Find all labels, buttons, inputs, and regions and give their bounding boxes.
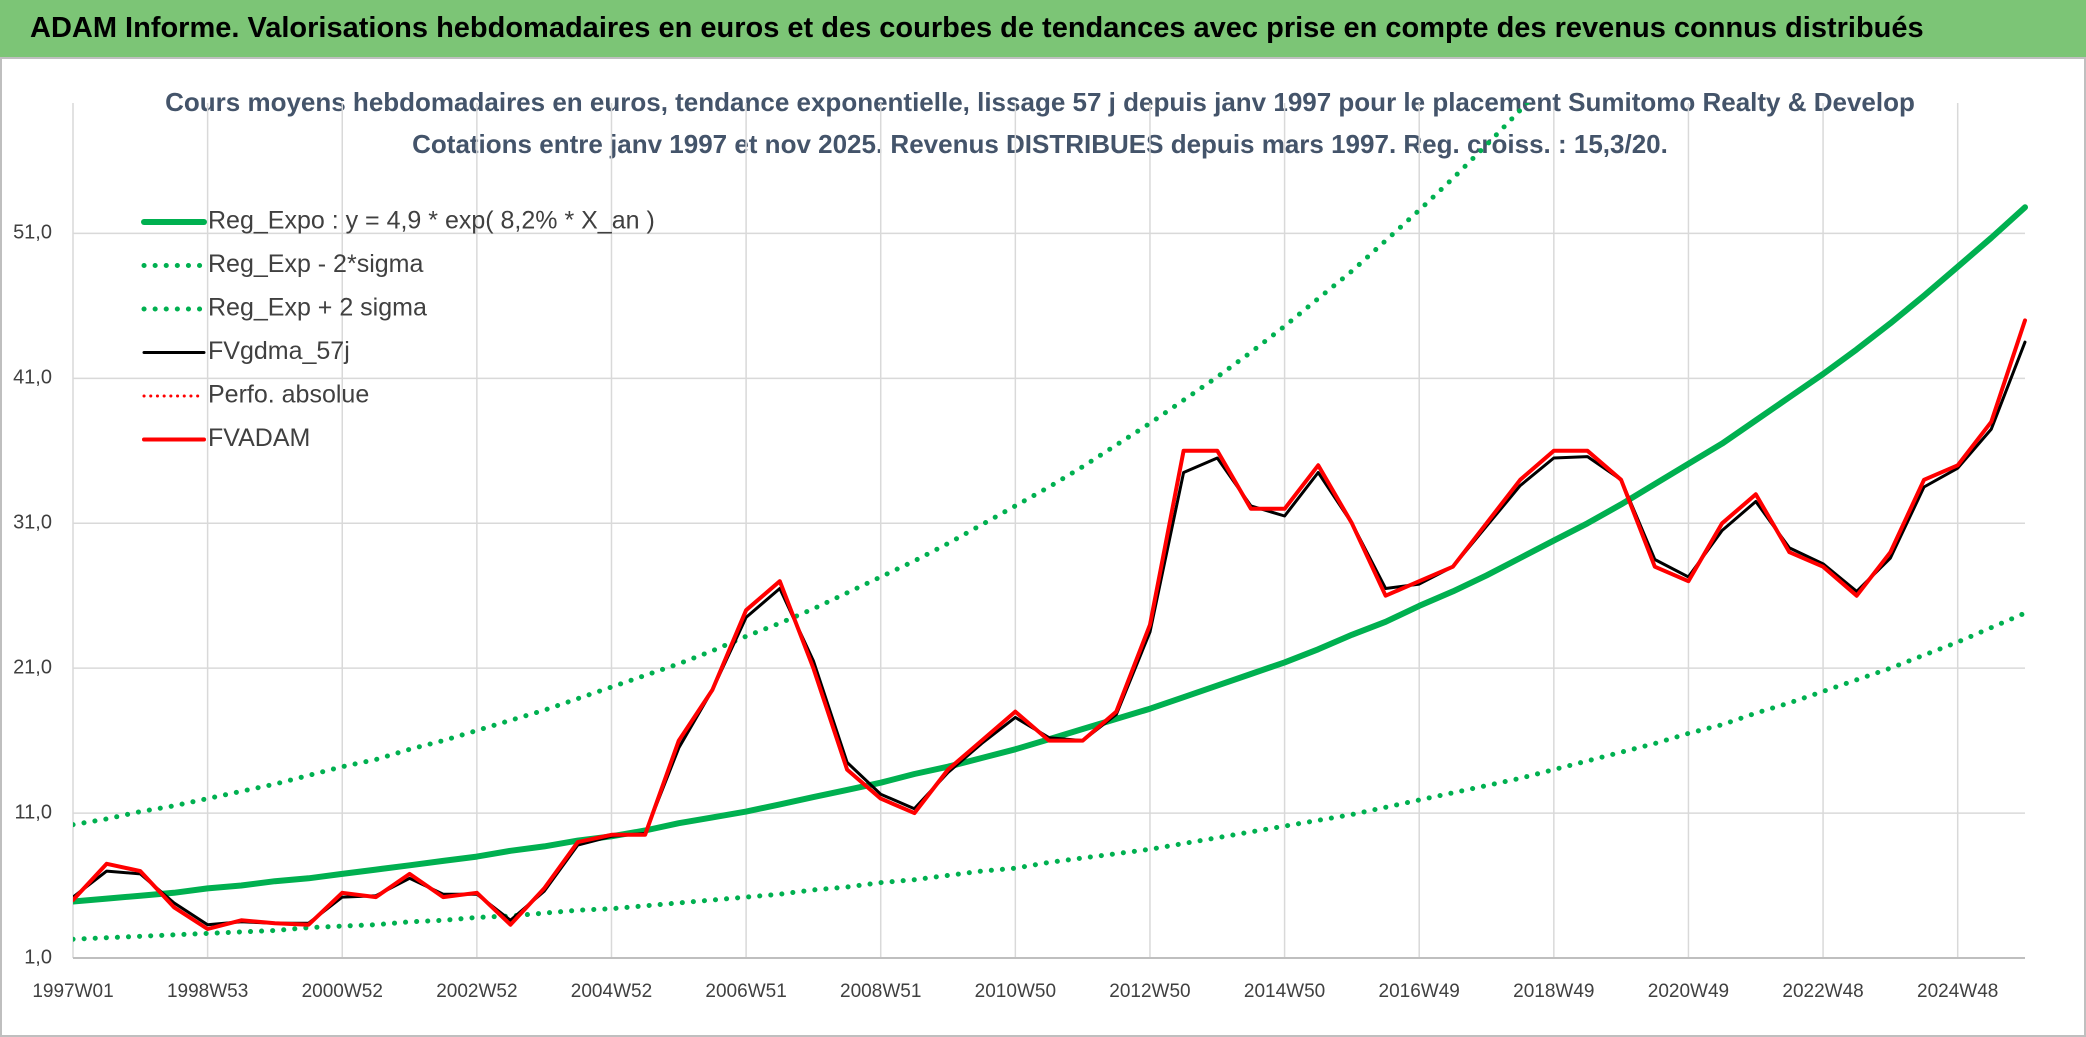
y-tick-label: 51,0 xyxy=(13,222,52,244)
x-tick-label: 2010W50 xyxy=(975,981,1056,1002)
x-tick-label: 2004W52 xyxy=(571,981,652,1002)
x-tick-label: 2022W48 xyxy=(1782,981,1863,1002)
series-line xyxy=(73,318,2027,931)
x-tick-label: 1998W53 xyxy=(167,981,248,1002)
series-line xyxy=(73,610,2028,942)
chart-border xyxy=(0,57,2086,1037)
x-tick-label: 2012W50 xyxy=(1109,981,1190,1002)
x-tick-label: 2016W49 xyxy=(1379,981,1460,1002)
x-tick-label: 2002W52 xyxy=(436,981,517,1002)
legend-label: Reg_Exp + 2 sigma xyxy=(208,294,427,322)
chart: Cours moyens hebdomadaires en euros, ten… xyxy=(0,57,2086,1037)
x-tick-label: 2008W51 xyxy=(840,981,921,1002)
x-tick-label: 2014W50 xyxy=(1244,981,1325,1002)
x-tick-label: 2020W49 xyxy=(1648,981,1729,1002)
series-line xyxy=(73,340,2027,927)
legend-label: Perfo. absolue xyxy=(208,381,369,409)
y-tick-label: 1,0 xyxy=(24,946,52,968)
y-tick-label: 31,0 xyxy=(13,512,52,534)
legend-label: FVgdma_57j xyxy=(208,337,350,365)
x-tick-label: 2000W52 xyxy=(302,981,383,1002)
x-tick-label: 2018W49 xyxy=(1513,981,1594,1002)
y-tick-label: 41,0 xyxy=(13,367,52,389)
legend-label: Reg_Expo : y = 4,9 * exp( 8,2% * X_an ) xyxy=(208,207,655,235)
legend-label: FVADAM xyxy=(208,424,310,452)
y-tick-label: 11,0 xyxy=(15,801,52,823)
chart-subtitle: Cotations entre janv 1997 et nov 2025. R… xyxy=(412,129,1668,159)
plot-area xyxy=(73,103,2028,942)
x-tick-label: 2024W48 xyxy=(1917,981,1998,1002)
legend-label: Reg_Exp - 2*sigma xyxy=(208,250,423,278)
x-tick-label: 2006W51 xyxy=(705,981,786,1002)
series-line xyxy=(73,318,2027,931)
y-tick-label: 21,0 xyxy=(13,656,52,678)
series-line xyxy=(73,103,1531,828)
header-title: ADAM Informe. Valorisations hebdomadaire… xyxy=(0,0,2086,57)
chart-title: Cours moyens hebdomadaires en euros, ten… xyxy=(165,87,1915,117)
x-tick-label: 1997W01 xyxy=(32,981,113,1002)
